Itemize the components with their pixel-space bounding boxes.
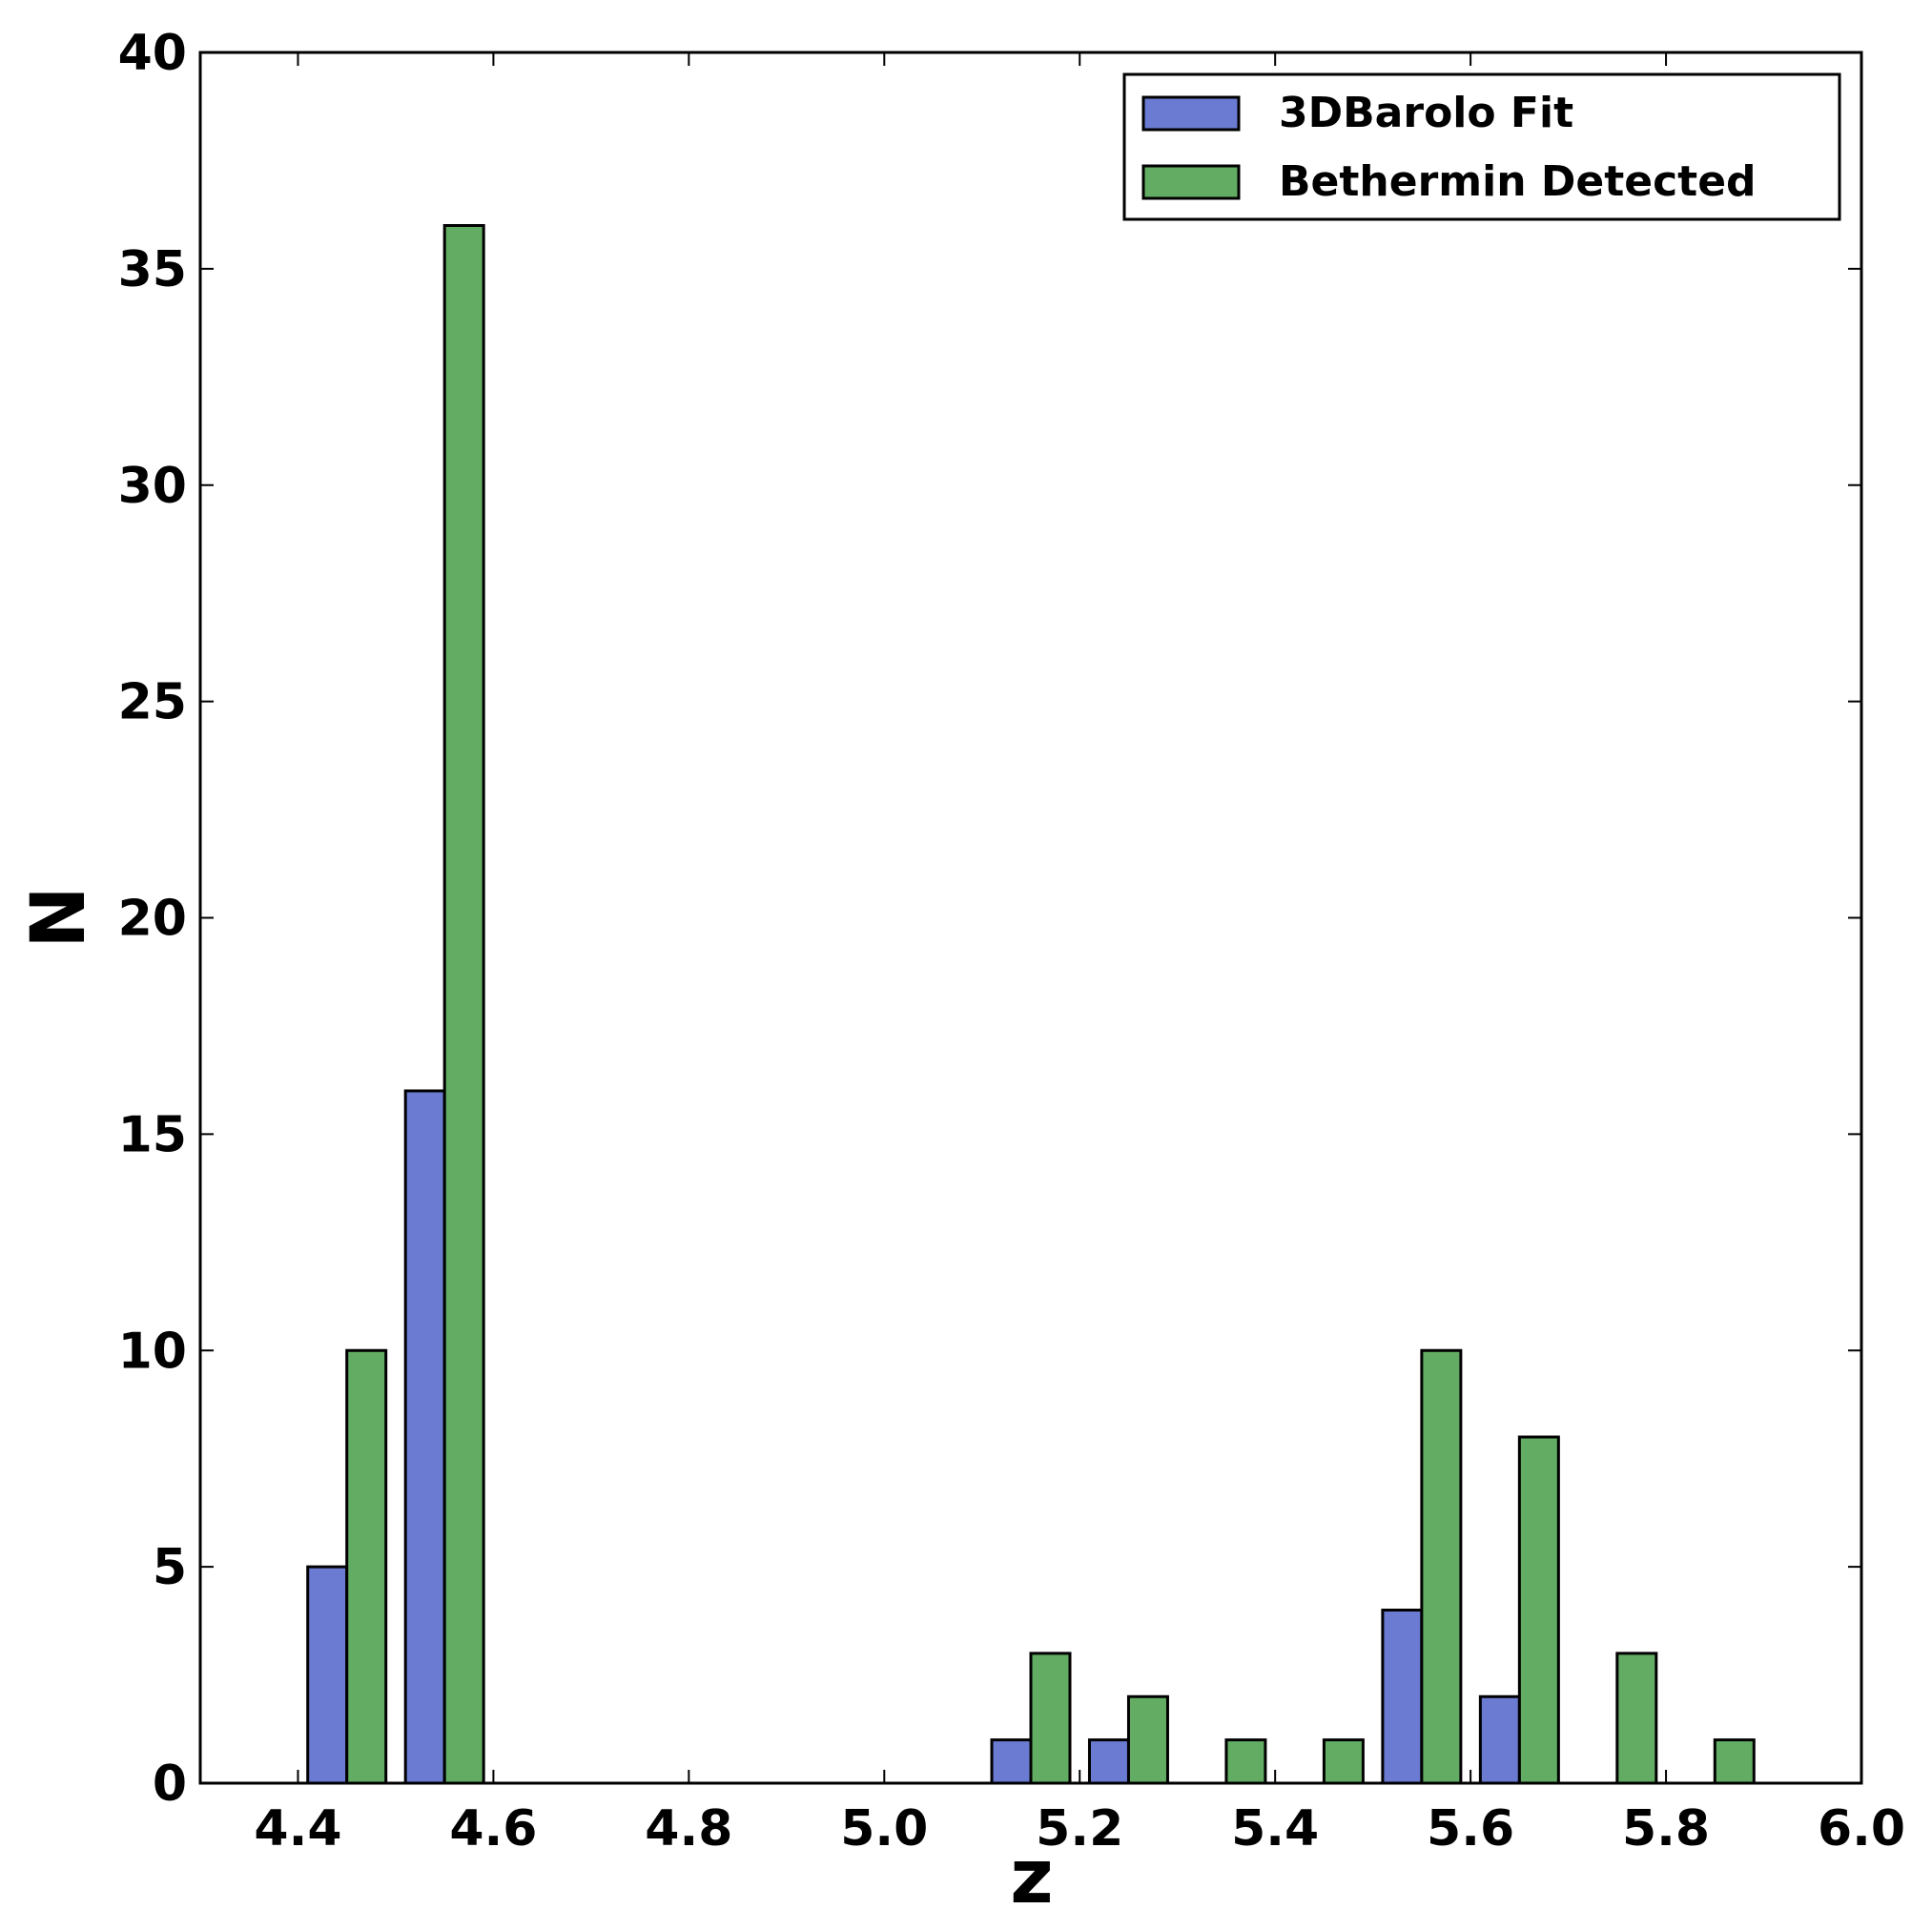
bar bbox=[345, 1348, 388, 1785]
y-axis-label: N bbox=[16, 886, 102, 948]
x-tick-label: 5.8 bbox=[1622, 1800, 1710, 1858]
y-tick-label: 15 bbox=[118, 1106, 187, 1163]
bar bbox=[1615, 1652, 1658, 1785]
bar bbox=[1087, 1738, 1130, 1785]
legend-swatch bbox=[1141, 164, 1241, 200]
x-axis-label: z bbox=[1010, 1835, 1053, 1920]
y-tick-label: 30 bbox=[118, 458, 187, 515]
bar bbox=[442, 224, 485, 1785]
bar bbox=[1126, 1694, 1169, 1785]
bar bbox=[403, 1089, 446, 1785]
y-tick-label: 0 bbox=[153, 1755, 187, 1813]
legend-swatch bbox=[1141, 95, 1241, 132]
bar bbox=[1713, 1738, 1756, 1785]
x-tick-label: 5.2 bbox=[1036, 1800, 1123, 1858]
y-tick-label: 20 bbox=[118, 891, 187, 948]
bar bbox=[1517, 1435, 1560, 1785]
x-tick-label: 6.0 bbox=[1818, 1800, 1905, 1858]
x-tick-label: 4.8 bbox=[645, 1800, 732, 1858]
bar bbox=[1420, 1348, 1463, 1785]
bar bbox=[1029, 1652, 1072, 1785]
y-tick-label: 25 bbox=[118, 674, 187, 731]
y-tick-label: 10 bbox=[118, 1323, 187, 1380]
x-tick-label: 5.6 bbox=[1427, 1800, 1514, 1858]
bar bbox=[1322, 1738, 1365, 1785]
bar bbox=[990, 1738, 1033, 1785]
legend-label: Bethermin Detected bbox=[1279, 157, 1757, 206]
bar bbox=[1224, 1738, 1267, 1785]
x-tick-label: 4.6 bbox=[449, 1800, 537, 1858]
x-tick-label: 5.4 bbox=[1231, 1800, 1319, 1858]
legend-label: 3DBarolo Fit bbox=[1279, 89, 1573, 137]
x-tick-label: 5.0 bbox=[840, 1800, 928, 1858]
y-tick-label: 35 bbox=[118, 241, 187, 298]
y-tick-label: 40 bbox=[118, 25, 187, 82]
bar bbox=[306, 1565, 349, 1785]
bar bbox=[1478, 1694, 1521, 1785]
x-tick-label: 4.4 bbox=[254, 1800, 341, 1858]
legend-box bbox=[1122, 72, 1841, 221]
y-tick-label: 5 bbox=[153, 1539, 187, 1596]
bar bbox=[1381, 1609, 1424, 1785]
